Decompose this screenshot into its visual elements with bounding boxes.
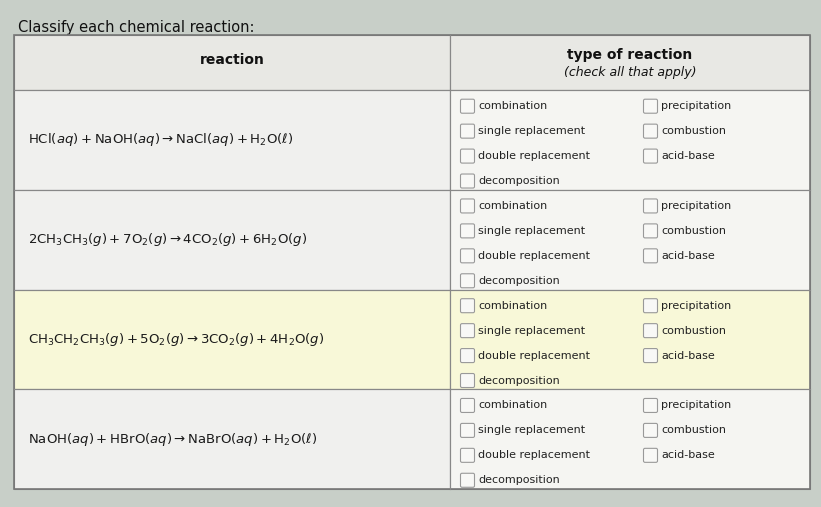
FancyBboxPatch shape bbox=[461, 249, 475, 263]
Text: combination: combination bbox=[478, 301, 548, 311]
FancyBboxPatch shape bbox=[461, 423, 475, 438]
Text: combustion: combustion bbox=[661, 126, 726, 136]
FancyBboxPatch shape bbox=[461, 124, 475, 138]
Text: decomposition: decomposition bbox=[478, 475, 560, 485]
FancyBboxPatch shape bbox=[644, 299, 658, 313]
Bar bbox=[450, 35, 810, 90]
FancyBboxPatch shape bbox=[644, 224, 658, 238]
Text: $\mathrm{NaOH}(aq) + \mathrm{HBrO}(aq) \rightarrow \mathrm{NaBrO}(aq) + \mathrm{: $\mathrm{NaOH}(aq) + \mathrm{HBrO}(aq) \… bbox=[28, 430, 317, 448]
FancyBboxPatch shape bbox=[461, 399, 475, 413]
Bar bbox=[450, 190, 810, 289]
Text: combination: combination bbox=[478, 201, 548, 211]
FancyBboxPatch shape bbox=[461, 149, 475, 163]
Bar bbox=[450, 389, 810, 489]
Bar bbox=[450, 90, 810, 190]
Text: decomposition: decomposition bbox=[478, 176, 560, 186]
Text: combustion: combustion bbox=[661, 226, 726, 236]
Text: $\mathrm{HCl}(aq) + \mathrm{NaOH}(aq) \rightarrow \mathrm{NaCl}(aq) + \mathrm{H_: $\mathrm{HCl}(aq) + \mathrm{NaOH}(aq) \r… bbox=[28, 131, 293, 149]
FancyBboxPatch shape bbox=[461, 174, 475, 188]
Bar bbox=[14, 35, 810, 489]
FancyBboxPatch shape bbox=[461, 473, 475, 487]
FancyBboxPatch shape bbox=[644, 448, 658, 462]
Bar bbox=[14, 190, 450, 289]
Bar bbox=[14, 389, 450, 489]
Text: acid-base: acid-base bbox=[661, 151, 715, 161]
FancyBboxPatch shape bbox=[644, 249, 658, 263]
Text: precipitation: precipitation bbox=[661, 101, 732, 111]
FancyBboxPatch shape bbox=[644, 423, 658, 438]
Bar bbox=[14, 289, 450, 389]
FancyBboxPatch shape bbox=[644, 124, 658, 138]
FancyBboxPatch shape bbox=[461, 323, 475, 338]
Text: reaction: reaction bbox=[200, 54, 264, 67]
Text: (check all that apply): (check all that apply) bbox=[564, 66, 696, 79]
Text: acid-base: acid-base bbox=[661, 350, 715, 360]
Text: single replacement: single replacement bbox=[478, 325, 585, 336]
Text: acid-base: acid-base bbox=[661, 251, 715, 261]
Text: decomposition: decomposition bbox=[478, 376, 560, 385]
FancyBboxPatch shape bbox=[461, 299, 475, 313]
Text: $\mathrm{CH_3CH_2CH_3}(g) + \mathrm{5O_2}(g) \rightarrow \mathrm{3CO_2}(g) + \ma: $\mathrm{CH_3CH_2CH_3}(g) + \mathrm{5O_2… bbox=[28, 331, 324, 348]
Text: combination: combination bbox=[478, 101, 548, 111]
FancyBboxPatch shape bbox=[644, 149, 658, 163]
Text: combustion: combustion bbox=[661, 325, 726, 336]
Text: precipitation: precipitation bbox=[661, 301, 732, 311]
FancyBboxPatch shape bbox=[644, 323, 658, 338]
Text: single replacement: single replacement bbox=[478, 126, 585, 136]
FancyBboxPatch shape bbox=[461, 199, 475, 213]
Text: double replacement: double replacement bbox=[478, 151, 590, 161]
FancyBboxPatch shape bbox=[461, 448, 475, 462]
FancyBboxPatch shape bbox=[461, 349, 475, 363]
Text: precipitation: precipitation bbox=[661, 401, 732, 411]
FancyBboxPatch shape bbox=[461, 99, 475, 113]
Text: type of reaction: type of reaction bbox=[567, 49, 693, 62]
Bar bbox=[14, 35, 450, 90]
FancyBboxPatch shape bbox=[644, 349, 658, 363]
Text: double replacement: double replacement bbox=[478, 450, 590, 460]
FancyBboxPatch shape bbox=[461, 374, 475, 387]
FancyBboxPatch shape bbox=[644, 399, 658, 413]
FancyBboxPatch shape bbox=[461, 224, 475, 238]
Text: $\mathrm{2CH_3CH_3}(g) + \mathrm{7O_2}(g) \rightarrow \mathrm{4CO_2}(g) + \mathr: $\mathrm{2CH_3CH_3}(g) + \mathrm{7O_2}(g… bbox=[28, 231, 307, 248]
Text: single replacement: single replacement bbox=[478, 425, 585, 436]
Text: double replacement: double replacement bbox=[478, 251, 590, 261]
Text: decomposition: decomposition bbox=[478, 276, 560, 286]
Text: precipitation: precipitation bbox=[661, 201, 732, 211]
Text: combination: combination bbox=[478, 401, 548, 411]
FancyBboxPatch shape bbox=[461, 274, 475, 288]
Text: single replacement: single replacement bbox=[478, 226, 585, 236]
Text: double replacement: double replacement bbox=[478, 350, 590, 360]
FancyBboxPatch shape bbox=[644, 99, 658, 113]
Bar bbox=[450, 289, 810, 389]
Text: combustion: combustion bbox=[661, 425, 726, 436]
Bar bbox=[14, 90, 450, 190]
FancyBboxPatch shape bbox=[644, 199, 658, 213]
Text: Classify each chemical reaction:: Classify each chemical reaction: bbox=[18, 20, 255, 35]
Text: acid-base: acid-base bbox=[661, 450, 715, 460]
